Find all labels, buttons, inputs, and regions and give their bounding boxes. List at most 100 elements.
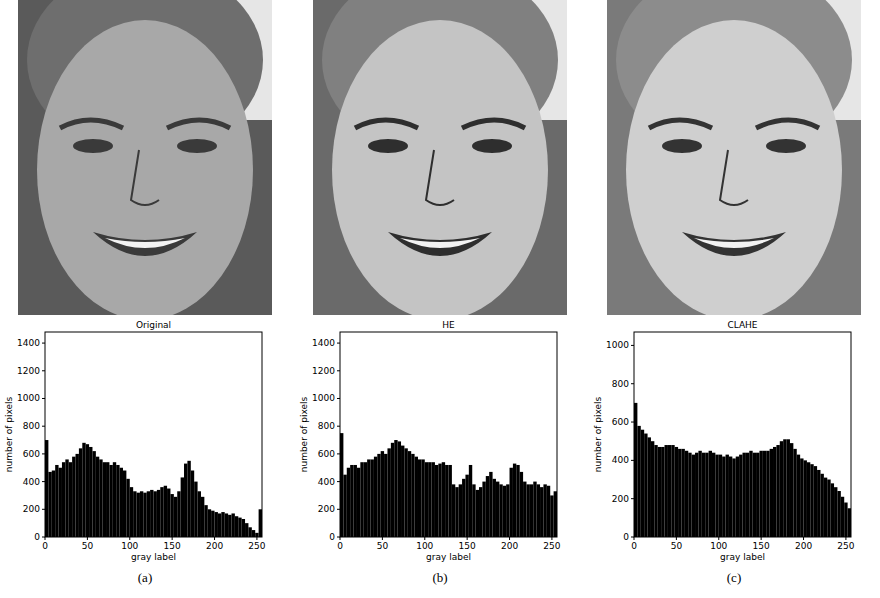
y-tick-label: 1000 (312, 393, 335, 403)
histogram-bar (248, 527, 251, 537)
histogram-bar (48, 472, 51, 537)
histogram-bar (86, 444, 89, 537)
histogram-bar (130, 487, 133, 537)
histogram-bar (245, 523, 248, 537)
histogram-bar (698, 451, 701, 537)
histogram-bar (753, 453, 756, 537)
eyebrow (167, 120, 230, 128)
histogram-bar (783, 439, 786, 537)
histogram-bar (187, 461, 190, 537)
eye (368, 139, 408, 153)
histogram-bar (415, 457, 418, 537)
histogram-bar (384, 454, 387, 537)
y-tick (337, 537, 340, 538)
x-tick (172, 537, 173, 540)
y-tick-label: 0 (34, 532, 40, 542)
y-tick-label: 1400 (312, 338, 335, 348)
face (37, 20, 253, 315)
mouth (93, 232, 197, 256)
nose (131, 150, 159, 205)
histogram-bar (712, 453, 715, 537)
histogram-bar (252, 530, 255, 537)
y-tick (42, 509, 45, 510)
y-tick-label: 400 (612, 455, 629, 465)
face (626, 20, 842, 315)
histogram-bar (770, 449, 773, 537)
histogram-bar (343, 475, 346, 537)
histogram-bar (776, 445, 779, 537)
histogram-bar (547, 486, 550, 537)
histogram-bar (807, 462, 810, 537)
y-tick (337, 509, 340, 510)
y-tick-label: 600 (318, 449, 335, 459)
y-tick-label: 1000 (606, 340, 629, 350)
face-photo (18, 0, 272, 315)
histogram-bar (644, 434, 647, 537)
histogram-bar (154, 491, 157, 537)
x-tick (424, 537, 425, 540)
histogram-bar (715, 455, 718, 537)
histogram-bar (364, 462, 367, 537)
nose (720, 150, 748, 205)
histogram-bar (174, 497, 177, 537)
histogram-bar (814, 466, 817, 537)
histogram-bar (106, 462, 109, 537)
histogram-bar (824, 478, 827, 537)
histogram-bar (479, 487, 482, 537)
histogram-bar (831, 483, 834, 537)
histogram-bar (661, 447, 664, 537)
histogram-bar (204, 505, 207, 537)
histogram-bar (442, 462, 445, 537)
histogram-bar (705, 453, 708, 537)
histogram-bar (255, 533, 258, 537)
x-tick (676, 537, 677, 540)
histogram-bar (170, 494, 173, 537)
y-tick (631, 422, 634, 423)
histogram-bar (746, 453, 749, 537)
y-tick-label: 0 (329, 532, 335, 542)
histogram-bar (671, 445, 674, 537)
y-axis-title: number of pixels (299, 396, 309, 472)
histogram-bar (367, 459, 370, 537)
y-tick (337, 426, 340, 427)
histogram-bar (685, 451, 688, 537)
x-tick (382, 537, 383, 540)
y-tick (631, 460, 634, 461)
plot-area (340, 332, 557, 537)
x-tick-label: 50 (671, 541, 683, 551)
x-tick (509, 537, 510, 540)
y-axis-title: number of pixels (593, 396, 603, 472)
histogram-bar (520, 472, 523, 537)
histogram-bar (496, 482, 499, 537)
histogram-bar (126, 479, 129, 537)
y-tick-label: 1000 (17, 393, 40, 403)
histogram-bar (554, 491, 557, 537)
histogram-bar (681, 449, 684, 537)
x-tick-label: 250 (837, 541, 854, 551)
histogram-bar (651, 441, 654, 537)
histogram-bar (729, 457, 732, 537)
x-axis-title: gray label (131, 552, 176, 562)
histogram-bar (391, 443, 394, 537)
histogram-bar (150, 490, 153, 537)
y-tick (337, 481, 340, 482)
histogram-bar (116, 465, 119, 537)
histogram-bar (103, 462, 106, 537)
y-tick-label: 400 (318, 477, 335, 487)
histogram-bar (533, 482, 536, 537)
histogram-bar (137, 493, 140, 537)
y-tick-label: 200 (612, 494, 629, 504)
histogram-bar (445, 465, 448, 537)
histogram-bar (109, 465, 112, 537)
histogram-bar (404, 448, 407, 537)
histogram-bar (506, 484, 509, 537)
histogram-bar (722, 457, 725, 537)
histogram-bar (449, 465, 452, 537)
histogram-bar (242, 519, 245, 537)
x-tick-label: 100 (416, 541, 433, 551)
histogram-bar (790, 443, 793, 537)
histogram-bar (793, 449, 796, 537)
x-tick (214, 537, 215, 540)
teeth (694, 238, 774, 248)
nose (426, 150, 454, 205)
